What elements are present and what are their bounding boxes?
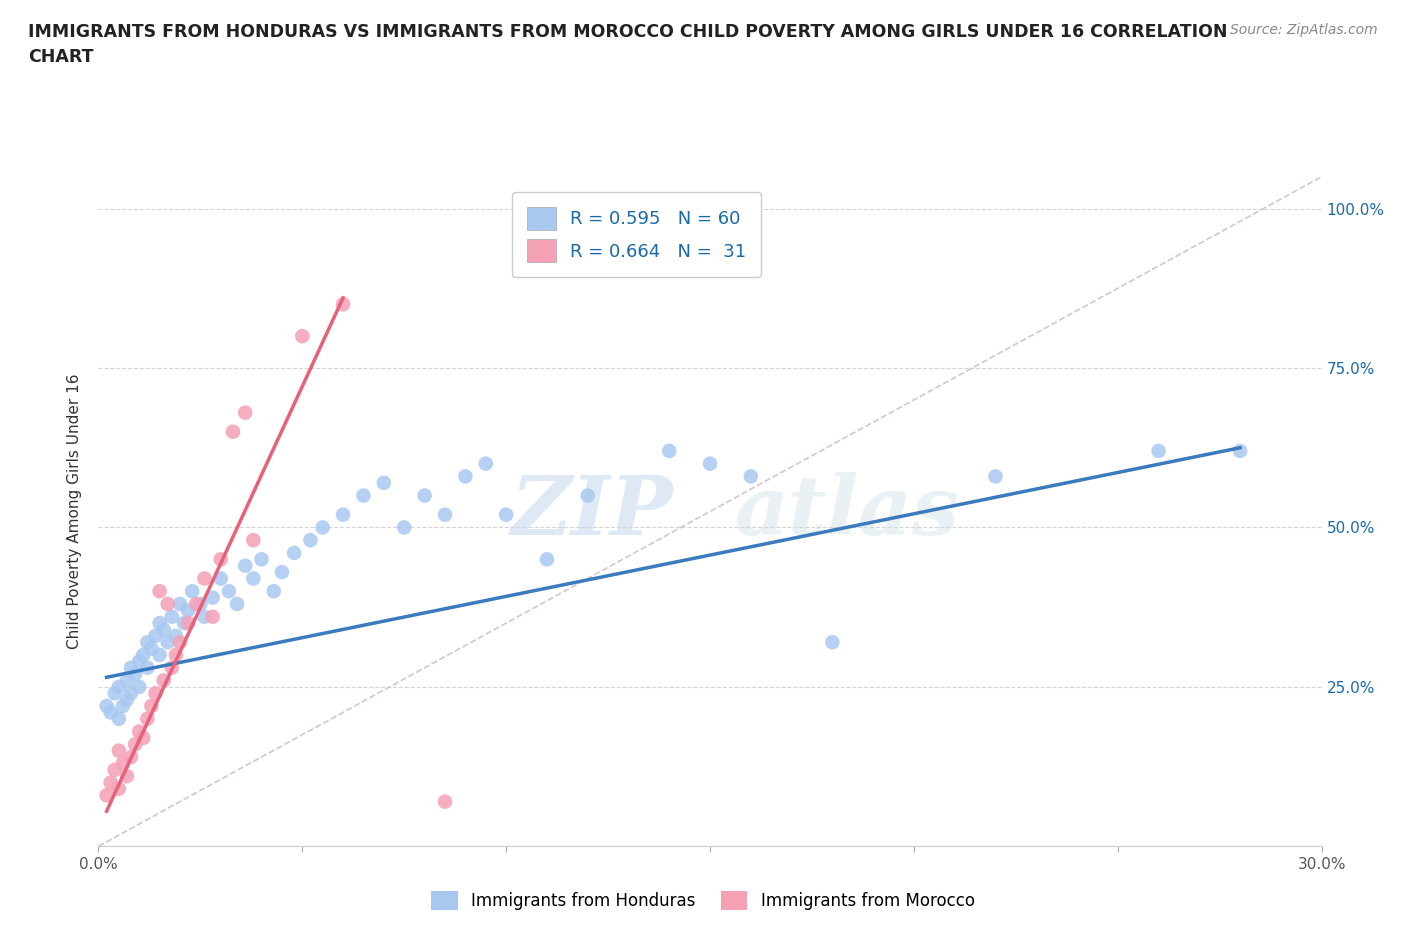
Point (141, 641, 163, 656)
Point (173, 616, 195, 631)
Point (201, 609, 224, 624)
Point (209, 571, 232, 586)
Point (434, 794, 457, 809)
Point (111, 698, 134, 713)
Point (699, 457, 721, 472)
Point (152, 673, 174, 688)
Text: Source: ZipAtlas.com: Source: ZipAtlas.com (1230, 23, 1378, 37)
Point (149, 584, 172, 599)
Point (108, 711, 131, 726)
Point (454, 469, 477, 484)
Point (233, 405, 256, 420)
Point (984, 469, 1007, 484)
Point (186, 596, 208, 611)
Point (136, 660, 159, 675)
Point (136, 711, 159, 726)
Point (222, 424, 245, 439)
Point (160, 660, 183, 675)
Point (169, 635, 191, 650)
Point (270, 565, 294, 579)
Point (263, 584, 285, 599)
Point (115, 673, 138, 688)
Point (128, 680, 150, 695)
Point (115, 769, 138, 784)
Point (413, 488, 436, 503)
Point (474, 457, 498, 472)
Point (149, 616, 172, 631)
Point (242, 571, 264, 586)
Point (136, 635, 159, 650)
Point (250, 551, 273, 566)
Point (115, 692, 138, 707)
Point (495, 507, 517, 522)
Point (132, 730, 155, 745)
Point (201, 591, 224, 605)
Point (291, 328, 314, 343)
Point (177, 616, 200, 631)
Point (242, 533, 264, 548)
Text: ZIP: ZIP (510, 472, 673, 551)
Point (108, 743, 131, 758)
Point (193, 571, 215, 586)
Point (149, 647, 172, 662)
Point (141, 698, 163, 713)
Point (1147, 444, 1170, 458)
Point (352, 488, 374, 503)
Point (156, 635, 179, 650)
Point (120, 685, 142, 700)
Point (740, 469, 762, 484)
Legend: R = 0.595   N = 60, R = 0.664   N =  31: R = 0.595 N = 60, R = 0.664 N = 31 (512, 193, 761, 277)
Point (233, 558, 256, 573)
Legend: Immigrants from Honduras, Immigrants from Morocco: Immigrants from Honduras, Immigrants fro… (425, 884, 981, 917)
Point (128, 724, 150, 739)
Point (218, 584, 240, 599)
Point (332, 507, 354, 522)
Point (312, 520, 335, 535)
Point (434, 507, 457, 522)
Point (152, 622, 174, 637)
Point (299, 533, 322, 548)
Point (165, 629, 187, 644)
Point (169, 596, 191, 611)
Point (96, 788, 118, 803)
Point (283, 546, 305, 561)
Point (332, 297, 354, 312)
Point (120, 750, 142, 764)
Point (226, 596, 249, 611)
Point (104, 685, 127, 700)
Point (104, 763, 127, 777)
Text: IMMIGRANTS FROM HONDURAS VS IMMIGRANTS FROM MOROCCO CHILD POVERTY AMONG GIRLS UN: IMMIGRANTS FROM HONDURAS VS IMMIGRANTS F… (28, 23, 1227, 66)
Point (100, 705, 122, 720)
Point (108, 680, 131, 695)
Point (188, 596, 212, 611)
Point (576, 488, 599, 503)
Point (160, 609, 183, 624)
Point (132, 647, 155, 662)
Point (373, 475, 395, 490)
Text: atlas: atlas (734, 472, 960, 551)
Point (181, 584, 204, 599)
Point (209, 551, 232, 566)
Point (124, 667, 146, 682)
Point (193, 609, 215, 624)
Point (177, 603, 200, 618)
Y-axis label: Child Poverty Among Girls Under 16: Child Poverty Among Girls Under 16 (67, 374, 83, 649)
Point (120, 660, 142, 675)
Point (124, 737, 146, 751)
Point (156, 596, 179, 611)
Point (392, 520, 416, 535)
Point (108, 781, 131, 796)
Point (111, 756, 134, 771)
Point (536, 551, 558, 566)
Point (96, 698, 118, 713)
Point (145, 685, 167, 700)
Point (100, 775, 122, 790)
Point (165, 647, 187, 662)
Point (821, 635, 844, 650)
Point (145, 629, 167, 644)
Point (1229, 444, 1251, 458)
Point (658, 444, 681, 458)
Point (128, 654, 150, 669)
